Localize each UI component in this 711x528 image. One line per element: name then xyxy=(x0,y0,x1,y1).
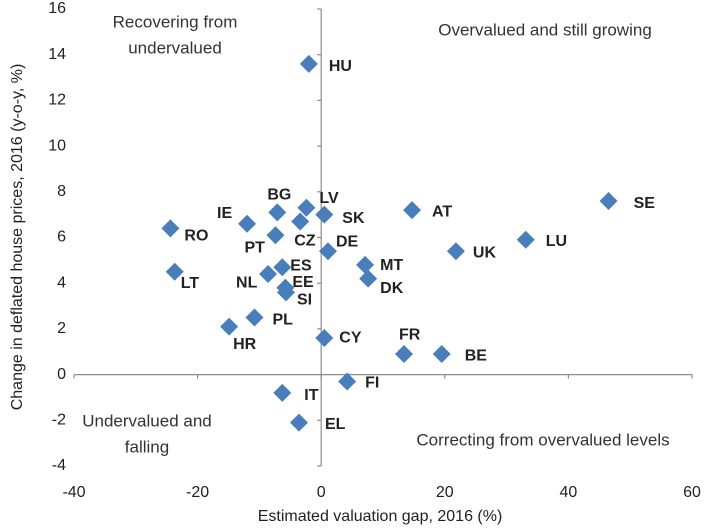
x-axis-title: Estimated valuation gap, 2016 (%) xyxy=(258,508,503,525)
point xyxy=(238,214,257,233)
point-label: HU xyxy=(329,58,352,75)
quadrant-label: Recovering from xyxy=(113,12,238,31)
point xyxy=(268,203,287,222)
point xyxy=(315,205,334,224)
point-label: SI xyxy=(297,292,312,309)
point xyxy=(289,413,308,432)
point xyxy=(276,283,295,302)
point xyxy=(297,198,316,217)
point xyxy=(446,242,465,261)
point-label: FI xyxy=(365,375,379,392)
point-label: DE xyxy=(336,233,359,250)
y-tick-label: 12 xyxy=(48,92,66,109)
point-label: LT xyxy=(181,275,200,292)
point xyxy=(403,201,422,220)
quadrant-label: Correcting from overvalued levels xyxy=(416,430,669,449)
y-tick-label: 16 xyxy=(48,0,66,17)
y-tick-label: 8 xyxy=(57,183,66,200)
y-tick-label: -4 xyxy=(52,457,66,474)
quadrant-label: Undervalued and xyxy=(82,411,211,430)
point xyxy=(220,317,239,336)
y-tick-label: 6 xyxy=(57,229,66,246)
point xyxy=(356,255,375,274)
x-tick-label: 20 xyxy=(436,484,454,501)
point xyxy=(245,308,264,327)
point-label: HR xyxy=(233,336,257,353)
y-tick-label: 2 xyxy=(57,320,66,337)
point-label: PL xyxy=(272,312,293,329)
point-label: SK xyxy=(342,210,365,227)
point xyxy=(266,226,285,245)
point xyxy=(165,262,184,281)
point xyxy=(432,345,451,364)
quadrant-label: Overvalued and still growing xyxy=(438,20,652,39)
point xyxy=(259,265,278,284)
y-tick-label: -2 xyxy=(52,412,66,429)
point xyxy=(359,269,378,288)
y-tick-label: 4 xyxy=(57,274,66,291)
quadrant-label: falling xyxy=(125,437,169,456)
point xyxy=(315,329,334,348)
point-label: CY xyxy=(339,329,362,346)
x-tick-label: 60 xyxy=(683,484,701,501)
point-label: UK xyxy=(473,244,497,261)
x-tick-label: -40 xyxy=(62,484,85,501)
x-tick-label: 40 xyxy=(560,484,578,501)
point-label: RO xyxy=(184,228,208,245)
point-label: DK xyxy=(380,280,404,297)
x-tick-label: 0 xyxy=(317,484,326,501)
quadrant-label: undervalued xyxy=(128,38,222,57)
point-label: PT xyxy=(244,239,265,256)
point-label: NL xyxy=(236,274,258,291)
point-label: CZ xyxy=(294,233,316,250)
point-label: MT xyxy=(380,257,403,274)
point xyxy=(299,54,318,73)
y-tick-label: 10 xyxy=(48,137,66,154)
y-tick-label: 0 xyxy=(57,366,66,383)
point xyxy=(395,345,414,364)
point-label: ES xyxy=(290,257,312,274)
point-label: SE xyxy=(634,195,656,212)
point xyxy=(599,191,618,210)
point-label: LU xyxy=(546,233,567,250)
point-label: BE xyxy=(465,347,488,364)
point xyxy=(318,242,337,261)
point-label: IE xyxy=(217,205,232,222)
point-label: EL xyxy=(325,416,346,433)
y-axis-title: Change in deflated house prices, 2016 (y… xyxy=(9,64,26,411)
point xyxy=(273,258,292,277)
point-label: FR xyxy=(399,326,421,343)
point-label: AT xyxy=(432,203,452,220)
point xyxy=(338,372,357,391)
x-tick-label: -20 xyxy=(186,484,209,501)
point-label: BG xyxy=(267,187,291,204)
point-label: EE xyxy=(292,274,314,291)
point xyxy=(161,219,180,238)
point-label: LV xyxy=(319,190,339,207)
point-label: IT xyxy=(304,387,318,404)
point xyxy=(273,383,292,402)
y-tick-label: 14 xyxy=(48,46,66,63)
point xyxy=(291,212,310,231)
point xyxy=(516,230,535,249)
